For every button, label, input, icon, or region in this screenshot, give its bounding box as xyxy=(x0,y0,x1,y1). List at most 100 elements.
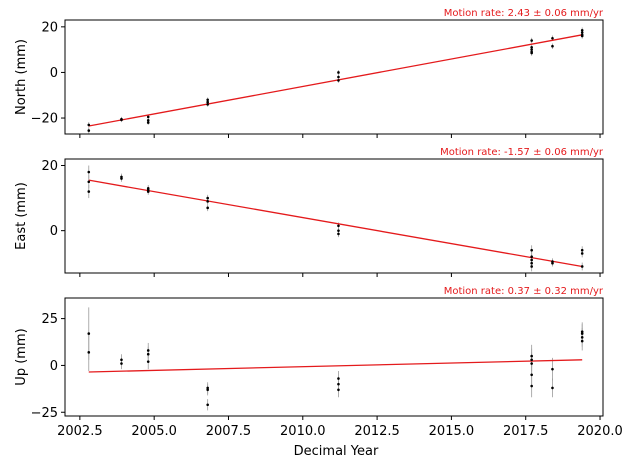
east-data-point xyxy=(551,261,554,265)
east-y-ticks: 0 20 xyxy=(41,159,601,277)
north-data-point xyxy=(337,71,340,74)
north-data-point xyxy=(580,28,584,32)
x-tick-label: 2007.5 xyxy=(206,424,252,439)
up-y-axis-label: Up (mm) xyxy=(14,328,29,385)
up-data-point xyxy=(206,386,209,390)
north-points xyxy=(87,28,584,132)
east-data-point xyxy=(337,232,340,236)
up-data-point xyxy=(337,377,340,380)
up-y-tick-label: −25 xyxy=(31,406,58,421)
up-data-point xyxy=(120,358,123,362)
x-axis-ticks: 2002.5 2005.0 2007.5 2010.0 2012.5 2015.0 2017… xyxy=(57,416,623,439)
x-tick-label: 2015.0 xyxy=(429,424,475,439)
north-data-point xyxy=(337,79,340,82)
east-y-tick-label: 20 xyxy=(41,159,58,174)
east-data-point xyxy=(580,248,584,252)
up-data-point xyxy=(337,388,340,392)
up-data-point xyxy=(551,367,554,371)
up-data-point xyxy=(87,332,91,335)
up-data-point xyxy=(530,362,533,365)
east-trend-line xyxy=(88,179,583,268)
up-points xyxy=(87,330,584,407)
up-data-point xyxy=(530,373,533,377)
north-data-point xyxy=(530,39,533,42)
north-data-point xyxy=(206,103,209,106)
x-tick-label: 2010.0 xyxy=(280,424,326,439)
up-data-point xyxy=(206,388,209,392)
north-data-point xyxy=(146,121,150,124)
east-data-point xyxy=(530,255,533,259)
up-trend-group xyxy=(88,359,583,373)
east-data-point xyxy=(337,229,340,232)
north-data-point xyxy=(551,44,554,48)
north-data-point xyxy=(530,51,533,55)
east-data-point xyxy=(87,190,91,193)
up-data-point xyxy=(530,358,533,362)
up-y-ticks: −25 0 25 xyxy=(31,312,65,421)
east-data-point xyxy=(87,180,91,184)
up-data-point xyxy=(146,352,150,356)
north-data-point xyxy=(551,36,554,40)
east-data-point xyxy=(530,265,533,268)
north-trend-group xyxy=(88,34,583,127)
north-data-point xyxy=(530,48,533,51)
north-data-point xyxy=(206,100,209,104)
east-data-point xyxy=(580,265,584,268)
east-data-point xyxy=(206,200,209,203)
up-rate-label: Motion rate: 0.37 ± 0.32 mm/yr xyxy=(444,286,604,297)
east-data-point xyxy=(206,196,209,200)
east-data-point xyxy=(530,248,533,252)
north-data-point xyxy=(206,98,209,102)
up-data-point xyxy=(580,339,584,343)
up-trend-line xyxy=(88,359,583,373)
up-error-bars xyxy=(88,307,583,411)
north-plot-frame xyxy=(64,19,604,135)
up-data-point xyxy=(530,384,533,388)
up-data-point xyxy=(120,362,123,365)
north-y-axis-label: North (mm) xyxy=(14,39,29,115)
east-error-bars xyxy=(88,165,583,272)
north-data-point xyxy=(146,115,150,119)
x-tick-label: 2020.0 xyxy=(577,424,623,439)
north-data-point xyxy=(530,46,533,49)
north-data-point xyxy=(120,118,123,122)
east-data-point xyxy=(337,224,340,228)
north-y-tick-label: −20 xyxy=(31,112,58,127)
north-data-point xyxy=(337,75,340,79)
east-trend-group xyxy=(88,179,583,268)
up-y-tick-label: 0 xyxy=(50,359,58,374)
east-data-point xyxy=(87,170,91,174)
up-data-point xyxy=(580,330,584,334)
up-panel: Motion rate: 0.37 ± 0.32 mm/yr Up (mm) −… xyxy=(14,286,623,439)
north-y-tick-label: 0 xyxy=(50,66,58,81)
north-trend-line xyxy=(88,34,583,127)
north-data-point xyxy=(87,123,91,127)
up-data-point xyxy=(580,336,584,339)
east-points xyxy=(87,170,584,268)
up-data-point xyxy=(206,403,209,407)
up-data-point xyxy=(530,354,533,358)
north-data-point xyxy=(146,119,150,122)
east-data-point xyxy=(120,177,123,180)
up-data-point xyxy=(551,386,554,390)
north-rate-label: Motion rate: 2.43 ± 0.06 mm/yr xyxy=(444,8,604,19)
north-data-point xyxy=(87,129,91,132)
east-data-point xyxy=(206,206,209,210)
east-data-point xyxy=(530,261,533,265)
east-data-point xyxy=(146,190,150,193)
east-panel: Motion rate: -1.57 ± 0.06 mm/yr East (mm… xyxy=(14,147,604,277)
east-y-tick-label: 0 xyxy=(50,224,58,239)
x-tick-label: 2017.5 xyxy=(503,424,549,439)
east-data-point xyxy=(580,252,584,255)
up-data-point xyxy=(146,360,150,363)
up-plot-frame xyxy=(64,297,604,417)
up-data-point xyxy=(87,351,91,354)
x-tick-label: 2002.5 xyxy=(57,424,103,439)
north-data-point xyxy=(580,34,584,38)
east-plot-frame xyxy=(64,158,604,274)
north-y-tick-label: 20 xyxy=(41,20,58,35)
up-data-point xyxy=(146,349,150,352)
up-y-tick-label: 25 xyxy=(41,312,58,327)
x-tick-label: 2012.5 xyxy=(354,424,400,439)
